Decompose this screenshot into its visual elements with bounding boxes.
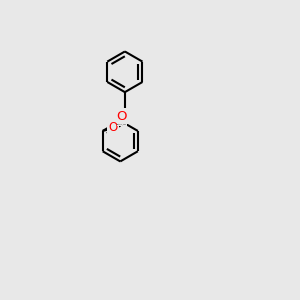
Text: O: O xyxy=(108,121,118,134)
Text: methoxy_CH3: methoxy_CH3 xyxy=(117,124,127,125)
Text: O: O xyxy=(116,110,127,123)
